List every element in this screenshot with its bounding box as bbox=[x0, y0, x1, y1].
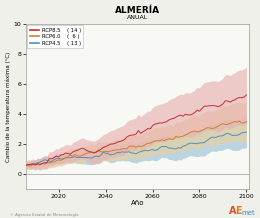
Text: E: E bbox=[235, 206, 242, 216]
Text: © Agencia Estatal de Meteorología: © Agencia Estatal de Meteorología bbox=[10, 213, 79, 217]
Text: A: A bbox=[229, 206, 236, 216]
Legend: RCP8.5    ( 14 ), RCP6.0    (  6 ), RCP4.5    ( 13 ): RCP8.5 ( 14 ), RCP6.0 ( 6 ), RCP4.5 ( 13… bbox=[27, 25, 83, 48]
Text: met: met bbox=[241, 210, 255, 216]
Y-axis label: Cambio de la temperatura máxima (°C): Cambio de la temperatura máxima (°C) bbox=[5, 51, 11, 162]
Title: ALMERÍA: ALMERÍA bbox=[115, 5, 160, 15]
Text: ANUAL: ANUAL bbox=[127, 15, 148, 20]
X-axis label: Año: Año bbox=[131, 200, 144, 206]
